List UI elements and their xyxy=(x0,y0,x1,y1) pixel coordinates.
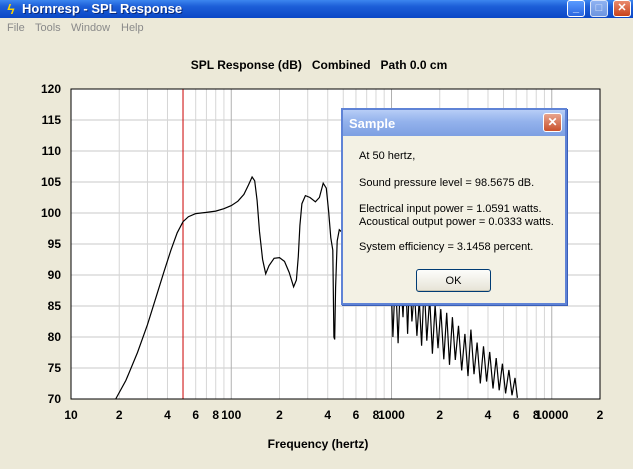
chart-title: SPL Response (dB) Combined Path 0.0 cm xyxy=(191,58,448,72)
x-tick-label: 8 xyxy=(212,408,219,422)
menu-file[interactable]: File xyxy=(7,22,25,34)
y-tick-label: 105 xyxy=(41,175,61,189)
menu-window[interactable]: Window xyxy=(71,22,111,34)
y-tick-label: 120 xyxy=(41,82,61,96)
y-tick-label: 70 xyxy=(48,392,62,406)
x-tick-label: 100 xyxy=(221,408,241,422)
y-tick-label: 90 xyxy=(48,268,62,282)
x-tick-label: 6 xyxy=(513,408,520,422)
menu-tools[interactable]: Tools xyxy=(35,22,61,34)
y-tick-label: 115 xyxy=(42,113,62,127)
spl-text: Sound pressure level = 98.5675 dB. xyxy=(359,177,535,189)
y-axis: 120 115 110 105 100 95 90 85 80 75 70 xyxy=(41,82,61,406)
ok-button[interactable]: OK xyxy=(416,269,491,292)
x-tick-label: 2 xyxy=(116,408,123,422)
dialog-close-button[interactable]: ✕ xyxy=(543,113,562,132)
x-tick-label: 2 xyxy=(436,408,443,422)
close-button[interactable]: ✕ xyxy=(613,0,631,17)
y-tick-label: 85 xyxy=(48,299,62,313)
dialog-title: Sample xyxy=(349,116,396,131)
x-tick-label: 1000 xyxy=(378,408,405,422)
response-curves xyxy=(115,89,518,400)
window-title: Hornresp - SPL Response xyxy=(22,1,183,16)
spl-curve xyxy=(390,262,518,398)
x-tick-label: 4 xyxy=(485,408,492,422)
x-tick-label: 8 xyxy=(373,408,380,422)
frequency-text: At 50 hertz, xyxy=(359,150,416,162)
y-tick-label: 100 xyxy=(41,206,61,220)
minimize-button[interactable]: _ xyxy=(567,0,585,17)
y-tick-label: 80 xyxy=(48,330,62,344)
x-tick-label: 10 xyxy=(64,408,78,422)
y-tick-label: 95 xyxy=(48,237,62,251)
output-power-text: Acoustical output power = 0.0333 watts. xyxy=(359,216,554,228)
maximize-button[interactable]: □ xyxy=(590,0,608,17)
menu-bar: File Tools Window Help xyxy=(0,18,633,39)
input-power-text: Electrical input power = 1.0591 watts. xyxy=(359,203,542,215)
x-tick-label: 2 xyxy=(597,408,604,422)
x-tick-label: 2 xyxy=(276,408,283,422)
x-tick-label: 10000 xyxy=(535,408,569,422)
x-tick-label: 8 xyxy=(533,408,540,422)
spl-curve xyxy=(115,175,350,400)
menu-help[interactable]: Help xyxy=(121,22,144,34)
x-tick-label: 6 xyxy=(192,408,199,422)
efficiency-text: System efficiency = 3.1458 percent. xyxy=(359,241,534,253)
x-axis-label: Frequency (hertz) xyxy=(268,437,369,451)
lightning-icon: ϟ xyxy=(7,1,15,17)
y-tick-label: 110 xyxy=(42,144,62,158)
title-bar[interactable]: ϟ Hornresp - SPL Response _ □ ✕ xyxy=(0,0,633,18)
sample-dialog: Sample ✕ At 50 hertz, Sound pressure lev… xyxy=(341,108,567,305)
x-tick-label: 4 xyxy=(324,408,331,422)
y-tick-label: 75 xyxy=(48,361,62,375)
plot-frame xyxy=(70,88,601,400)
dialog-title-bar[interactable]: Sample ✕ xyxy=(343,110,565,136)
x-tick-label: 4 xyxy=(164,408,171,422)
x-tick-label: 6 xyxy=(353,408,360,422)
